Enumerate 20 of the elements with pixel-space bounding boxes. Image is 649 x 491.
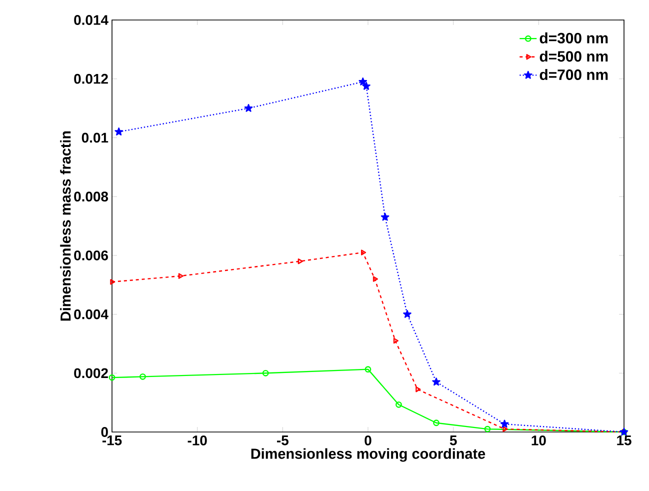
y-axis-title: Dimensionless mass fractin <box>60 131 71 321</box>
x-tick-label: 15 <box>617 436 632 446</box>
x-tick-label: -5 <box>277 436 288 446</box>
y-tick-label: 0.012 <box>74 74 108 84</box>
y-tick-label: 0.01 <box>82 132 108 143</box>
legend-label: d=300 nm <box>540 32 608 44</box>
x-tick-label: 0 <box>364 436 372 446</box>
x-axis-title: Dimensionless moving coordinate <box>251 448 486 462</box>
y-tick-label: 0.006 <box>74 250 108 260</box>
x-tick-label: 5 <box>450 436 457 446</box>
y-tick-label: 0.014 <box>74 15 108 25</box>
y-tick-label: 0.004 <box>74 309 108 320</box>
x-tick-label: -15 <box>102 436 122 446</box>
legend-label: d=700 nm <box>540 69 608 80</box>
legend-label: d=500 nm <box>540 50 608 62</box>
y-tick-label: 0.002 <box>74 368 108 378</box>
x-tick-label: 10 <box>532 436 546 446</box>
y-tick-label: 0.008 <box>74 192 108 202</box>
y-tick-label: 0 <box>101 427 108 437</box>
x-tick-label: -10 <box>188 436 207 446</box>
